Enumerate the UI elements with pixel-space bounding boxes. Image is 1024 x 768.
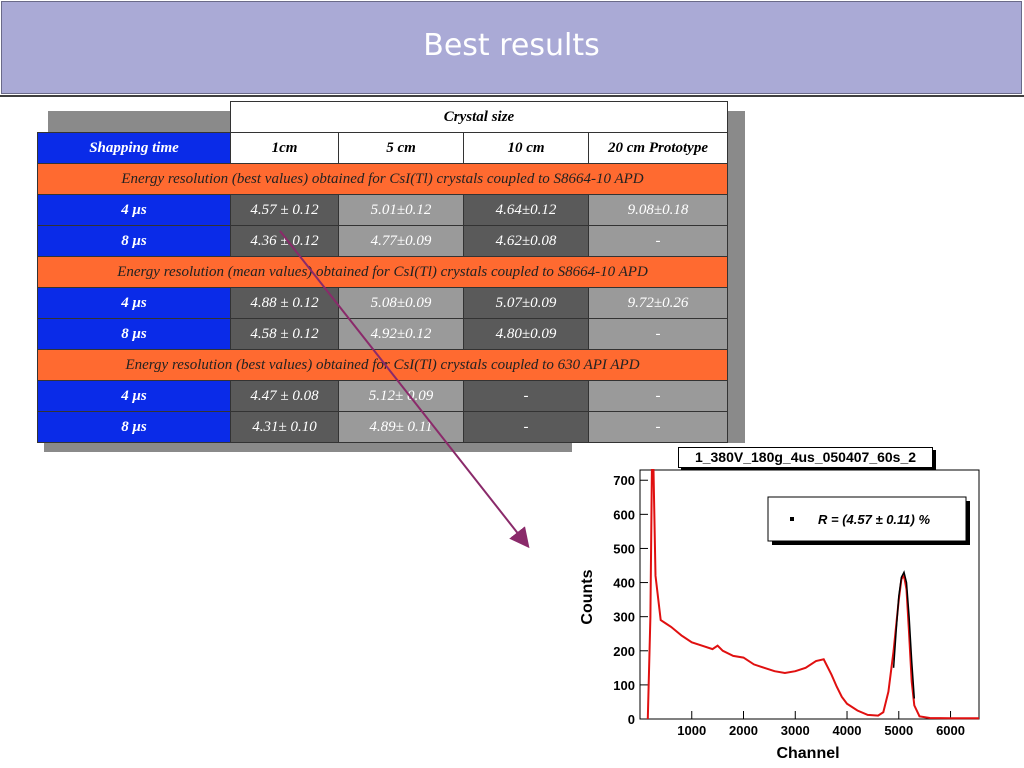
histogram-title: 1_380V_180g_4us_050407_60s_2 bbox=[678, 447, 933, 468]
x-tick-label: 5000 bbox=[884, 723, 913, 738]
series-line-1 bbox=[892, 570, 916, 699]
value-cell: - bbox=[588, 318, 728, 350]
shaping-time-cell: 8 μs bbox=[37, 411, 231, 443]
y-tick-label: 300 bbox=[613, 610, 635, 625]
column-header: 5 cm bbox=[338, 132, 464, 164]
shaping-time-header: Shapping time bbox=[37, 132, 231, 164]
value-cell: - bbox=[588, 225, 728, 257]
value-cell: 4.57 ± 0.12 bbox=[230, 194, 339, 226]
y-tick-label: 600 bbox=[613, 507, 635, 522]
x-tick-label: 6000 bbox=[936, 723, 965, 738]
shaping-time-cell: 8 μs bbox=[37, 225, 231, 257]
shaping-time-cell: 4 μs bbox=[37, 194, 231, 226]
y-tick-label: 500 bbox=[613, 541, 635, 556]
legend-box bbox=[767, 496, 967, 542]
column-header: 20 cm Prototype bbox=[588, 132, 728, 164]
y-axis-label: Counts bbox=[579, 569, 596, 624]
x-tick-label: 2000 bbox=[729, 723, 758, 738]
y-tick-label: 100 bbox=[613, 678, 635, 693]
shaping-time-cell: 8 μs bbox=[37, 318, 231, 350]
legend-text: R = (4.57 ± 0.11) % bbox=[818, 512, 930, 527]
column-header: 1cm bbox=[230, 132, 339, 164]
column-header: 10 cm bbox=[463, 132, 589, 164]
y-tick-label: 400 bbox=[613, 576, 635, 591]
shaping-time-cell: 4 μs bbox=[37, 380, 231, 412]
y-tick-label: 0 bbox=[628, 712, 635, 727]
series-line-0 bbox=[646, 469, 979, 720]
value-cell: 5.01±0.12 bbox=[338, 194, 464, 226]
value-cell: - bbox=[588, 380, 728, 412]
legend-marker bbox=[790, 517, 794, 521]
value-cell: - bbox=[588, 411, 728, 443]
y-tick-label: 700 bbox=[613, 473, 635, 488]
shaping-time-cell: 4 μs bbox=[37, 287, 231, 319]
section-header: Energy resolution (best values) obtained… bbox=[37, 163, 728, 195]
x-tick-label: 3000 bbox=[781, 723, 810, 738]
title-bar: Best results bbox=[1, 1, 1022, 94]
value-cell: 9.08±0.18 bbox=[588, 194, 728, 226]
y-tick-label: 200 bbox=[613, 644, 635, 659]
x-tick-label: 1000 bbox=[677, 723, 706, 738]
value-cell: 4.64±0.12 bbox=[463, 194, 589, 226]
title-divider bbox=[0, 95, 1024, 97]
x-tick-label: 4000 bbox=[833, 723, 862, 738]
page-title: Best results bbox=[423, 28, 600, 63]
table-row: 4 μs 4.57 ± 0.12 5.01±0.12 4.64±0.12 9.0… bbox=[37, 194, 728, 226]
x-axis-label: Channel bbox=[776, 745, 839, 762]
